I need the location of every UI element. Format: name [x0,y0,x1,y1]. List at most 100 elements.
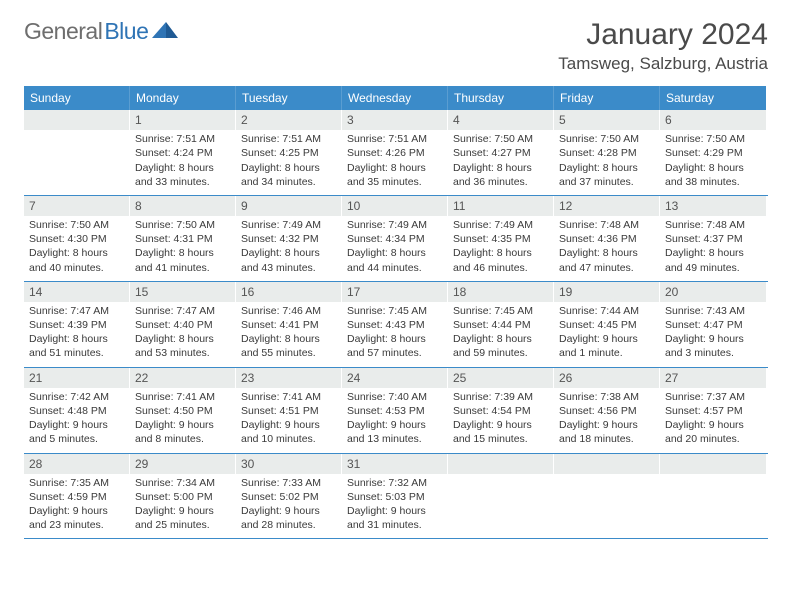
sunset: Sunset: 4:37 PM [665,232,761,246]
sunset: Sunset: 4:29 PM [665,146,761,160]
day-number: 31 [342,454,448,474]
day-number: 28 [24,454,130,474]
day-number: 16 [236,282,342,302]
daylight: Daylight: 9 hours and 13 minutes. [347,418,443,446]
day-17: 17 Sunrise: 7:45 AMSunset: 4:43 PMDayligh… [342,282,448,367]
daylight: Daylight: 8 hours and 46 minutes. [453,246,549,274]
day-7: 7Sunrise: 7:50 AMSunset: 4:30 PMDaylight… [24,196,130,281]
day-body: Sunrise: 7:44 AMSunset: 4:45 PMDaylight:… [554,302,660,367]
day-body: Sunrise: 7:51 AMSunset: 4:24 PMDaylight:… [130,130,236,195]
sunset: Sunset: 4:24 PM [135,146,231,160]
day-body: Sunrise: 7:39 AMSunset: 4:54 PMDaylight:… [448,388,554,453]
location: Tamsweg, Salzburg, Austria [558,54,768,74]
sunset: Sunset: 4:32 PM [241,232,337,246]
sunrise: Sunrise: 7:41 AM [241,390,337,404]
week-row: 28Sunrise: 7:35 AMSunset: 4:59 PMDayligh… [24,454,768,540]
day-number: 5 [554,110,660,130]
sunrise: Sunrise: 7:47 AM [29,304,125,318]
sunrise: Sunrise: 7:35 AM [29,476,125,490]
daylight: Daylight: 8 hours and 57 minutes. [347,332,443,360]
day-number: 14 [24,282,130,302]
sunset: Sunset: 4:28 PM [559,146,655,160]
day-number: 3 [342,110,448,130]
day-number: 11 [448,196,554,216]
day-number: 4 [448,110,554,130]
daylight: Daylight: 9 hours and 25 minutes. [135,504,231,532]
day-20: 20Sunrise: 7:43 AMSunset: 4:47 PMDayligh… [660,282,766,367]
daylight: Daylight: 9 hours and 23 minutes. [29,504,125,532]
daylight: Daylight: 8 hours and 55 minutes. [241,332,337,360]
day-body: Sunrise: 7:43 AMSunset: 4:47 PMDaylight:… [660,302,766,367]
sunrise: Sunrise: 7:39 AM [453,390,549,404]
weeks-container: 1Sunrise: 7:51 AMSunset: 4:24 PMDaylight… [24,110,768,539]
day-number [24,110,130,130]
sunrise: Sunrise: 7:40 AM [347,390,443,404]
day-number: 25 [448,368,554,388]
page-header: GeneralBlue January 2024 Tamsweg, Salzbu… [0,0,792,78]
sunset: Sunset: 4:56 PM [559,404,655,418]
day-10: 10Sunrise: 7:49 AMSunset: 4:34 PMDayligh… [342,196,448,281]
daylight: Daylight: 8 hours and 37 minutes. [559,161,655,189]
sunrise: Sunrise: 7:43 AM [665,304,761,318]
dow-monday: Monday [130,86,236,110]
day-body: Sunrise: 7:34 AMSunset: 5:00 PMDaylight:… [130,474,236,539]
sunrise: Sunrise: 7:45 AM [453,304,549,318]
sunrise: Sunrise: 7:49 AM [347,218,443,232]
day-body: Sunrise: 7:47 AMSunset: 4:39 PMDaylight:… [24,302,130,367]
day-body: Sunrise: 7:40 AMSunset: 4:53 PMDaylight:… [342,388,448,453]
day-number: 24 [342,368,448,388]
daylight: Daylight: 8 hours and 47 minutes. [559,246,655,274]
daylight: Daylight: 8 hours and 36 minutes. [453,161,549,189]
sunset: Sunset: 4:43 PM [347,318,443,332]
day-25: 25Sunrise: 7:39 AMSunset: 4:54 PMDayligh… [448,368,554,453]
sunrise: Sunrise: 7:45 AM [347,304,443,318]
day-body: Sunrise: 7:49 AMSunset: 4:32 PMDaylight:… [236,216,342,281]
sunrise: Sunrise: 7:51 AM [241,132,337,146]
day-body: Sunrise: 7:50 AMSunset: 4:29 PMDaylight:… [660,130,766,195]
day-body: Sunrise: 7:51 AMSunset: 4:26 PMDaylight:… [342,130,448,195]
daylight: Daylight: 8 hours and 38 minutes. [665,161,761,189]
day-14: 14Sunrise: 7:47 AMSunset: 4:39 PMDayligh… [24,282,130,367]
day-28: 28Sunrise: 7:35 AMSunset: 4:59 PMDayligh… [24,454,130,539]
sunrise: Sunrise: 7:50 AM [665,132,761,146]
daylight: Daylight: 9 hours and 1 minute. [559,332,655,360]
day-number: 29 [130,454,236,474]
sunrise: Sunrise: 7:50 AM [135,218,231,232]
day-number: 1 [130,110,236,130]
day-30: 30Sunrise: 7:33 AMSunset: 5:02 PMDayligh… [236,454,342,539]
daylight: Daylight: 9 hours and 31 minutes. [347,504,443,532]
day-number [660,454,766,474]
day-number: 17 [342,282,448,302]
sunset: Sunset: 4:44 PM [453,318,549,332]
day-number: 27 [660,368,766,388]
sunset: Sunset: 4:27 PM [453,146,549,160]
day-body: Sunrise: 7:49 AMSunset: 4:34 PMDaylight:… [342,216,448,281]
day-body: Sunrise: 7:42 AMSunset: 4:48 PMDaylight:… [24,388,130,453]
day-body: Sunrise: 7:47 AMSunset: 4:40 PMDaylight:… [130,302,236,367]
day-31: 31Sunrise: 7:32 AMSunset: 5:03 PMDayligh… [342,454,448,539]
sunrise: Sunrise: 7:51 AM [347,132,443,146]
sunrise: Sunrise: 7:49 AM [453,218,549,232]
day-body: Sunrise: 7:33 AMSunset: 5:02 PMDaylight:… [236,474,342,539]
day-16: 16Sunrise: 7:46 AMSunset: 4:41 PMDayligh… [236,282,342,367]
sunrise: Sunrise: 7:38 AM [559,390,655,404]
logo-text-1: General [24,18,102,45]
daylight: Daylight: 8 hours and 41 minutes. [135,246,231,274]
daylight: Daylight: 9 hours and 28 minutes. [241,504,337,532]
sunrise: Sunrise: 7:50 AM [559,132,655,146]
day-body: Sunrise: 7:41 AMSunset: 4:50 PMDaylight:… [130,388,236,453]
sunset: Sunset: 4:50 PM [135,404,231,418]
sunset: Sunset: 4:25 PM [241,146,337,160]
sunset: Sunset: 4:31 PM [135,232,231,246]
day-13: 13Sunrise: 7:48 AMSunset: 4:37 PMDayligh… [660,196,766,281]
day-number: 7 [24,196,130,216]
day-2: 2Sunrise: 7:51 AMSunset: 4:25 PMDaylight… [236,110,342,195]
day-body: Sunrise: 7:46 AMSunset: 4:41 PMDaylight:… [236,302,342,367]
day-number: 18 [448,282,554,302]
day-8: 8Sunrise: 7:50 AMSunset: 4:31 PMDaylight… [130,196,236,281]
day-body: Sunrise: 7:50 AMSunset: 4:27 PMDaylight:… [448,130,554,195]
day-body: Sunrise: 7:32 AMSunset: 5:03 PMDaylight:… [342,474,448,539]
week-row: 21Sunrise: 7:42 AMSunset: 4:48 PMDayligh… [24,368,768,454]
day-number: 19 [554,282,660,302]
dow-friday: Friday [554,86,660,110]
